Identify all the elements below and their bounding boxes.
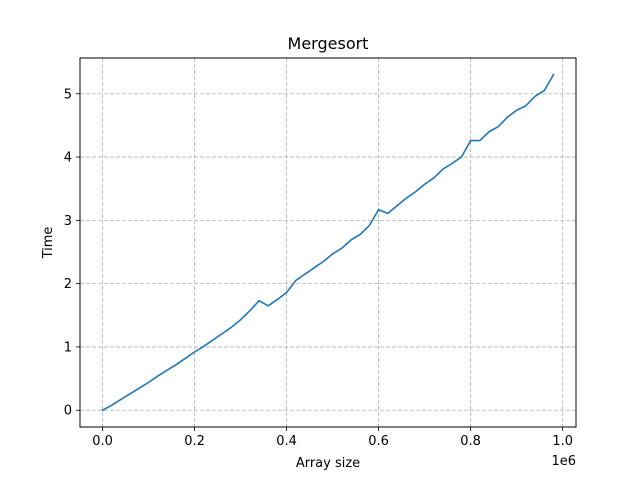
y-tick-label: 0 <box>64 404 72 419</box>
y-tick-label: 5 <box>64 87 72 102</box>
x-axis-label: Array size <box>296 456 360 471</box>
y-tick-label: 3 <box>64 214 72 229</box>
y-tick-label: 2 <box>64 277 72 292</box>
y-tick-label: 4 <box>64 151 72 166</box>
y-tick-label: 1 <box>64 340 72 355</box>
x-tick-label: 0.6 <box>368 434 389 449</box>
x-tick-label: 0.4 <box>276 434 297 449</box>
x-tick-label: 0.2 <box>184 434 205 449</box>
axis-ticks: 0.0 0.2 0.4 0.6 0.8 1.0 0 1 2 3 4 5 <box>64 87 573 449</box>
series-line <box>101 73 555 412</box>
x-axis-offset-label: 1e6 <box>551 454 576 469</box>
y-axis-label: Time <box>41 227 56 260</box>
x-tick-label: 1.0 <box>552 434 573 449</box>
x-tick-label: 0.0 <box>92 434 113 449</box>
plot-frame <box>79 57 577 428</box>
x-tick-label: 0.8 <box>460 434 481 449</box>
data-series <box>101 73 555 412</box>
grid-lines <box>80 58 576 427</box>
chart-title: Mergesort <box>288 34 369 53</box>
